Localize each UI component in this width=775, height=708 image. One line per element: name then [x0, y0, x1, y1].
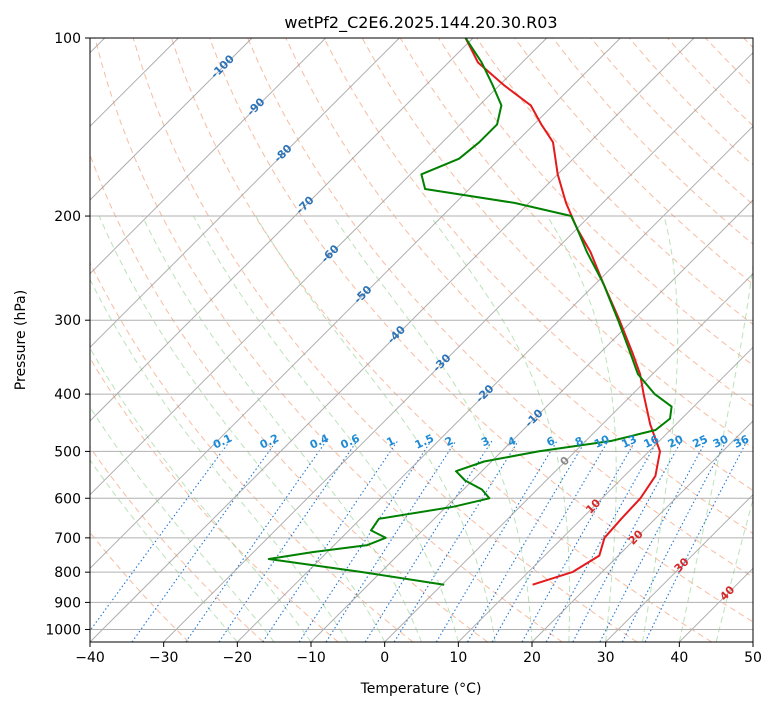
dry-adiabat-line [323, 38, 753, 492]
x-tick-label: 10 [449, 650, 467, 666]
x-tick-label: −30 [149, 650, 179, 666]
isotherm-line [384, 272, 753, 642]
moist-adiabat-line [429, 215, 571, 642]
mixing-ratio-line [644, 440, 748, 642]
mixing-ratio-line [185, 440, 327, 642]
dewpoint-line [267, 38, 673, 586]
moist-adiabat-line [332, 215, 533, 642]
x-tick-label: 50 [744, 650, 762, 666]
moist-adiabat-line [90, 459, 238, 642]
mixing-ratio-label: 16 [642, 432, 662, 450]
mixing-ratio-line [467, 440, 586, 642]
dry-adiabat-line [94, 38, 563, 642]
mixing-ratio-line [521, 440, 636, 642]
x-axis-title: Temperature (°C) [360, 681, 482, 697]
dry-adiabat-line [209, 38, 753, 623]
isotherm-line [236, 125, 753, 642]
mixing-ratio-label: 36 [732, 432, 752, 450]
mixing-ratio-label: 10 [592, 432, 612, 450]
moist-adiabat-line [678, 261, 753, 642]
dry-adiabat-line [514, 38, 753, 285]
isotherm-line [90, 38, 400, 349]
isotherm-line [90, 38, 548, 496]
profile-series [267, 38, 673, 586]
y-tick-label: 300 [54, 313, 81, 329]
mixing-ratio-label: 25 [690, 433, 709, 451]
mixing-ratio-line [298, 440, 432, 642]
background-lines [90, 38, 753, 642]
moist-adiabat-line [642, 215, 679, 642]
moist-adiabat-line [546, 215, 617, 642]
y-axis-title: Pressure (hPa) [13, 290, 29, 390]
x-tick-label: 0 [380, 650, 389, 666]
x-tick-label: 30 [597, 650, 615, 666]
y-tick-label: 500 [54, 444, 81, 460]
dry-adiabat-line [476, 38, 753, 326]
y-tick-label: 700 [54, 531, 81, 547]
y-tick-label: 200 [54, 209, 81, 225]
mixing-ratio-label: 20 [666, 432, 686, 450]
moist-adiabat-line [141, 215, 422, 642]
x-tick-label: −10 [296, 650, 326, 666]
moist-adiabat-line [90, 347, 312, 642]
dry-adiabat-line [90, 357, 339, 642]
x-tick-label: −20 [223, 650, 253, 666]
y-tick-label: 900 [54, 595, 81, 611]
dry-adiabat-line [285, 38, 753, 535]
mixing-ratio-line [435, 440, 558, 642]
temperature-line [464, 38, 661, 586]
mixing-ratio-label: 13 [620, 433, 639, 451]
moist-adiabat-line [98, 215, 386, 642]
isotherm-line [90, 38, 621, 570]
y-tick-label: 400 [54, 387, 81, 403]
moist-adiabat-line [90, 406, 275, 642]
mixing-ratio-line [90, 440, 231, 632]
isotherm-line [310, 199, 753, 642]
dry-adiabat-line [90, 446, 264, 642]
isotherm-line [90, 38, 327, 275]
isotherm-line [90, 38, 695, 642]
moist-adiabat-line [192, 215, 459, 642]
y-tick-label: 100 [54, 31, 81, 47]
isotherm-line [605, 493, 753, 642]
mixing-ratio-line [218, 440, 358, 642]
axes: −40 −30 −20 −10 0 10 20 30 40 50 100 200 300 400 500 60… [45, 31, 762, 666]
isotherm-line [531, 420, 753, 642]
plot-frame [89, 37, 754, 643]
isotherm-line [90, 38, 253, 201]
plot-area: -100-90-80-70-60-50-40-30-20-10010203040… [90, 38, 753, 642]
x-tick-label: −40 [75, 650, 105, 666]
mixing-ratio-label: 30 [711, 432, 731, 450]
dry-adiabat-line [170, 38, 712, 642]
y-tick-label: 1000 [45, 622, 81, 638]
mixing-ratio-line [325, 440, 457, 642]
isotherm-line [90, 38, 474, 422]
isotherm-line [457, 346, 753, 642]
mixing-ratio-line [491, 440, 609, 642]
chart-title: wetPf2_C2E6.2025.144.20.30.R03 [284, 13, 557, 33]
isotherm-line [163, 51, 753, 642]
y-tick-label: 800 [54, 565, 81, 581]
pressure-gridlines [90, 38, 753, 630]
mixing-ratio-line [364, 440, 493, 642]
dry-adiabat-line [90, 261, 414, 642]
mixing-ratio-line [262, 440, 399, 642]
x-tick-label: 40 [670, 650, 688, 666]
x-tick-label: 20 [523, 650, 541, 666]
y-tick-label: 600 [54, 491, 81, 507]
dry-adiabat-line [247, 38, 753, 578]
dry-adiabat-line [132, 38, 638, 642]
